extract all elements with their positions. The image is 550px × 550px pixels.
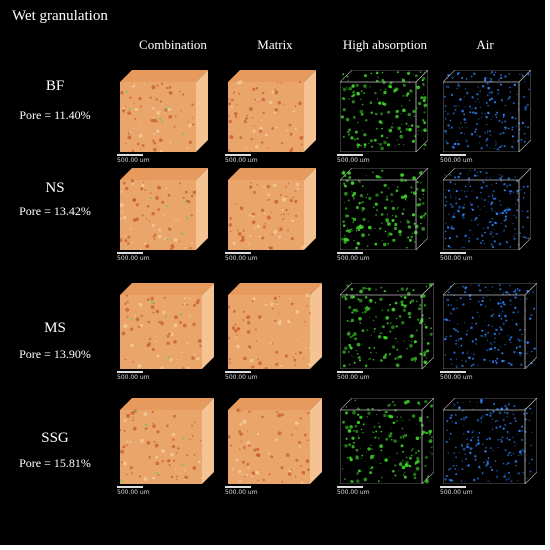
scale-bar-label: 500.00 um [117, 157, 150, 164]
scale-bar-ms-3: 500.00 um [337, 371, 370, 381]
high-absorption-cube-ms [340, 283, 434, 369]
scale-bar-line [225, 252, 251, 254]
combination-cube-ns [120, 168, 208, 250]
scale-bar-ms-2: 500.00 um [225, 371, 258, 381]
scale-bar-label: 500.00 um [225, 374, 258, 381]
column-header-high-absorption: High absorption [342, 37, 428, 52]
row-pore-ssg: Pore = 15.81% [19, 456, 91, 470]
matrix-cube-ms [228, 283, 322, 369]
scale-bar-label: 500.00 um [117, 489, 150, 496]
matrix-cube-bf [228, 70, 316, 152]
scale-bar-ms-4: 500.00 um [440, 371, 473, 381]
row-label-ms: MS [44, 320, 66, 336]
row-label-ns: NS [45, 180, 65, 196]
scale-bar-line [337, 252, 363, 254]
scale-bar-ssg-4: 500.00 um [440, 486, 473, 496]
figure-title: Wet granulation [12, 8, 108, 24]
scale-bar-label: 500.00 um [440, 374, 473, 381]
scale-bar-line [225, 154, 251, 156]
scale-bar-label: 500.00 um [337, 255, 370, 262]
combination-cube-ssg [120, 398, 214, 484]
scale-bar-label: 500.00 um [225, 157, 258, 164]
scale-bar-ns-1: 500.00 um [117, 252, 150, 262]
high-absorption-cube-ns [340, 168, 428, 250]
scale-bar-line [440, 252, 466, 254]
air-cube-bf [443, 70, 531, 152]
scale-bar-line [225, 486, 251, 488]
row-pore-ns: Pore = 13.42% [19, 204, 91, 218]
high-absorption-cube-ssg [340, 398, 434, 484]
scale-bar-line [117, 252, 143, 254]
scale-bar-label: 500.00 um [337, 157, 370, 164]
scale-bar-bf-4: 500.00 um [440, 154, 473, 164]
scale-bar-ns-2: 500.00 um [225, 252, 258, 262]
scale-bar-ms-1: 500.00 um [117, 371, 150, 381]
scale-bar-label: 500.00 um [225, 489, 258, 496]
scale-bar-label: 500.00 um [337, 374, 370, 381]
scale-bar-ssg-3: 500.00 um [337, 486, 370, 496]
air-cube-ms [443, 283, 537, 369]
scale-bar-label: 500.00 um [225, 255, 258, 262]
scale-bar-line [337, 486, 363, 488]
scale-bar-line [337, 371, 363, 373]
scale-bar-bf-2: 500.00 um [225, 154, 258, 164]
column-header-air: Air [476, 37, 494, 52]
air-cube-ssg [443, 398, 537, 484]
row-pore-ms: Pore = 13.90% [19, 347, 91, 361]
matrix-cube-ns [228, 168, 316, 250]
scale-bar-label: 500.00 um [337, 489, 370, 496]
scale-bar-label: 500.00 um [117, 255, 150, 262]
scale-bar-ssg-1: 500.00 um [117, 486, 150, 496]
row-label-bf: BF [45, 78, 65, 94]
scale-bar-line [440, 486, 466, 488]
scale-bar-label: 500.00 um [117, 374, 150, 381]
scale-bar-line [440, 154, 466, 156]
scale-bar-ns-3: 500.00 um [337, 252, 370, 262]
scale-bar-bf-1: 500.00 um [117, 154, 150, 164]
scale-bar-line [440, 371, 466, 373]
scale-bar-line [337, 154, 363, 156]
row-pore-bf: Pore = 11.40% [19, 108, 91, 122]
combination-cube-bf [120, 70, 208, 152]
scale-bar-line [117, 371, 143, 373]
scale-bar-bf-3: 500.00 um [337, 154, 370, 164]
scale-bar-ns-4: 500.00 um [440, 252, 473, 262]
scale-bar-line [225, 371, 251, 373]
scale-bar-line [117, 486, 143, 488]
scale-bar-line [117, 154, 143, 156]
scale-bar-label: 500.00 um [440, 157, 473, 164]
matrix-cube-ssg [228, 398, 322, 484]
air-cube-ns [443, 168, 531, 250]
scale-bar-ssg-2: 500.00 um [225, 486, 258, 496]
scale-bar-label: 500.00 um [440, 255, 473, 262]
row-label-ssg: SSG [41, 430, 69, 446]
column-header-matrix: Matrix [257, 37, 293, 52]
high-absorption-cube-bf [340, 70, 428, 152]
combination-cube-ms [120, 283, 214, 369]
column-header-combination: Combination [139, 37, 207, 52]
scale-bar-label: 500.00 um [440, 489, 473, 496]
